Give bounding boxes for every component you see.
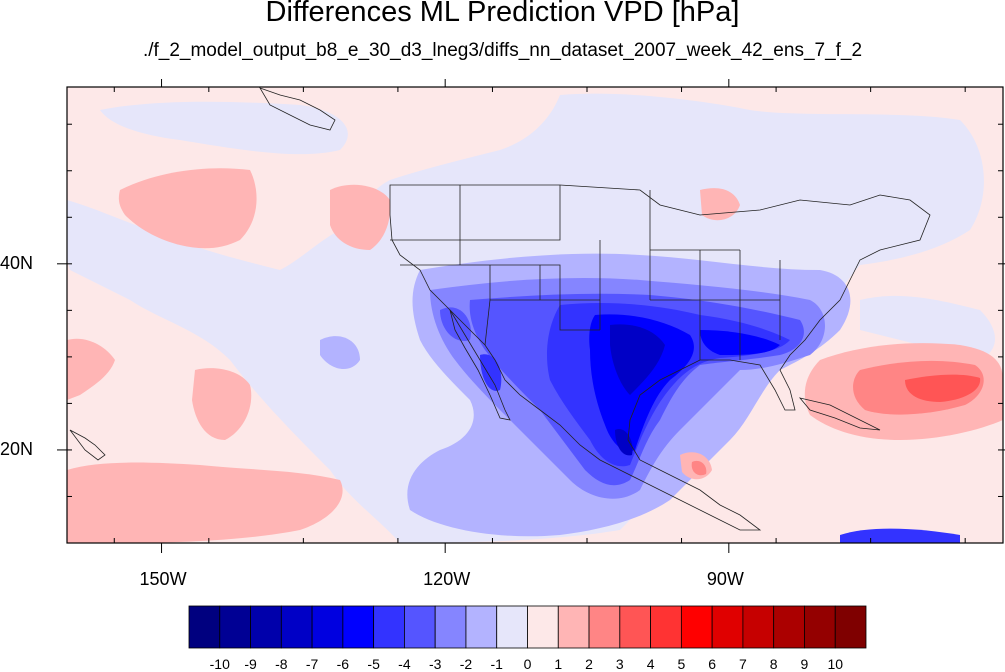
alaska-coast — [259, 87, 336, 131]
colorbar-label: -2 — [460, 656, 473, 672]
colorbar-label: 3 — [616, 656, 624, 672]
hawaii — [69, 429, 106, 461]
colorbar-label: -10 — [210, 656, 230, 672]
lat-tick-label: 40N — [0, 252, 34, 273]
colorbar-box — [465, 605, 498, 649]
colorbar-box — [773, 605, 805, 649]
colorbar-label: 8 — [770, 656, 778, 672]
colorbar-box — [619, 605, 651, 649]
colorbar-label: -7 — [306, 656, 319, 672]
colorbar-box — [834, 605, 867, 649]
colorbar-box — [588, 605, 621, 649]
land-outlines — [69, 87, 931, 531]
contour-level-pos1 — [67, 168, 1003, 543]
colorbar-label: -9 — [244, 656, 257, 672]
colorbar-label: -6 — [337, 656, 350, 672]
lon-tick-label: 90W — [706, 569, 744, 589]
colorbar-label: 10 — [827, 656, 843, 672]
colorbar-label: -1 — [491, 656, 504, 672]
lat-tick-label: 20N — [0, 438, 34, 459]
contour-southeast-blob — [840, 528, 960, 543]
axis-ticks — [57, 79, 1005, 553]
north-america-coast — [389, 184, 931, 531]
colorbar-label: 4 — [647, 656, 655, 672]
colorbar-label: 0 — [524, 656, 532, 672]
cuba — [798, 397, 881, 431]
colorbar-label: 7 — [739, 656, 747, 672]
vpd-difference-map — [57, 79, 1005, 553]
colorbar-boxes — [188, 605, 867, 649]
colorbar-label: 2 — [585, 656, 593, 672]
colorbar-label: 6 — [708, 656, 716, 672]
map-subtitle: ./f_2_model_output_b8_e_30_d3_lneg3/diff… — [142, 40, 863, 61]
map-title: Differences ML Prediction VPD [hPa] — [265, 0, 740, 28]
colorbar-box — [219, 605, 251, 649]
colorbar-box — [188, 605, 221, 649]
map-frame — [66, 86, 1004, 544]
colorbar-box — [342, 605, 375, 649]
colorbar-box — [404, 605, 436, 649]
lon-tick-label: 120W — [423, 569, 471, 589]
lon-tick-label: 150W — [139, 569, 187, 589]
colorbar-label: 5 — [677, 656, 685, 672]
colorbar-label: 9 — [801, 656, 809, 672]
colorbar-box — [680, 605, 713, 649]
colorbar-labels: -10 -9 -8 -7 -6 -5 -4 -3 -2 -1 0 1 2 3 4 5 6 7 8 9 10 — [210, 656, 844, 672]
colorbar-box — [280, 605, 313, 649]
colorbar-label: -3 — [429, 656, 442, 672]
colorbar-label: -8 — [275, 656, 288, 672]
colorbar-box — [650, 605, 682, 649]
colorbar-box — [434, 605, 467, 649]
colorbar-box — [373, 605, 405, 649]
colorbar-box — [804, 605, 836, 649]
baja-california — [449, 309, 511, 421]
colorbar-box — [250, 605, 282, 649]
colorbar-box — [742, 605, 775, 649]
colorbar-box — [527, 605, 559, 649]
colorbar-label: -5 — [367, 656, 380, 672]
colorbar-box — [496, 605, 528, 649]
state-borders — [390, 185, 781, 360]
colorbar-label: -4 — [398, 656, 411, 672]
colorbar-box — [557, 605, 590, 649]
colorbar-box — [711, 605, 744, 649]
colorbar-box — [311, 605, 344, 649]
contour-level-pos3 — [905, 374, 981, 402]
colorbar-label: 1 — [554, 656, 562, 672]
